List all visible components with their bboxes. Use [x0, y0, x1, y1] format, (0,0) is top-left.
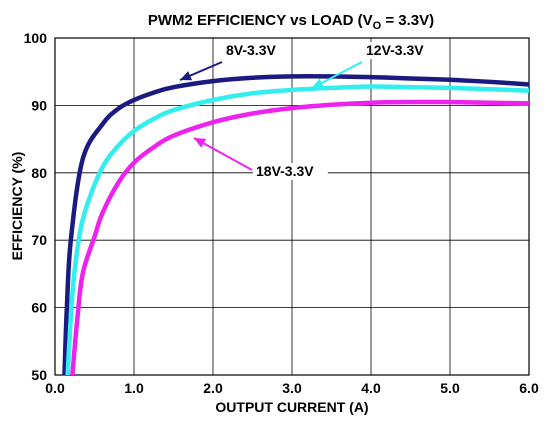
x-tick-label: 5.0	[440, 380, 460, 396]
label-arrow-head	[180, 71, 193, 81]
x-tick-label: 4.0	[361, 380, 381, 396]
chart-title-main: PWM2 EFFICIENCY vs LOAD (V	[148, 12, 373, 29]
tick-labels: 0.0 1.0 2.0 3.0 4.0 5.0 6.0 50 60 70 80 90 100	[24, 30, 539, 396]
plot-frame	[54, 37, 530, 376]
label-background	[223, 42, 290, 59]
x-axis-label: OUTPUT CURRENT (A)	[215, 399, 368, 415]
x-tick-label: 0.0	[45, 380, 65, 396]
label-arrow-head	[312, 78, 325, 88]
label-18v: 18V-3.3V	[193, 137, 328, 180]
series-line-18v	[70, 99, 529, 375]
x-tick-label: 6.0	[519, 380, 539, 396]
label-background	[363, 42, 438, 59]
y-axis-label: EFFICIENCY (%)	[9, 152, 25, 261]
y-tick-label: 100	[24, 30, 48, 46]
grid	[55, 38, 529, 375]
x-tick-label: 3.0	[282, 380, 302, 396]
label-arrow-head	[194, 138, 207, 148]
series-label-text: 18V-3.3V	[256, 163, 314, 179]
y-tick-label: 50	[31, 367, 47, 383]
label-8v: 8V-3.3V	[179, 42, 290, 81]
series-labels: 8V-3.3V 12V-3.3V 18V-3.3V	[179, 42, 438, 180]
chart-title: PWM2 EFFICIENCY vs LOAD (VO = 3.3V)	[148, 12, 434, 32]
series-line-8v	[62, 74, 529, 375]
series-label-text: 8V-3.3V	[226, 42, 276, 58]
series-label-text: 12V-3.3V	[366, 42, 424, 58]
y-tick-label: 70	[31, 232, 47, 248]
y-tick-label: 80	[31, 165, 47, 181]
label-background	[253, 163, 328, 180]
chart-title-tail: = 3.3V)	[381, 12, 434, 29]
x-tick-label: 1.0	[124, 380, 144, 396]
x-tick-label: 2.0	[203, 380, 223, 396]
y-tick-label: 90	[31, 97, 47, 113]
series-line-12v	[65, 84, 529, 375]
label-arrow-line	[193, 137, 253, 171]
chart-title-subscript: O	[373, 20, 382, 32]
label-12v: 12V-3.3V	[311, 42, 438, 89]
y-tick-label: 60	[31, 300, 47, 316]
series-group	[62, 74, 529, 375]
